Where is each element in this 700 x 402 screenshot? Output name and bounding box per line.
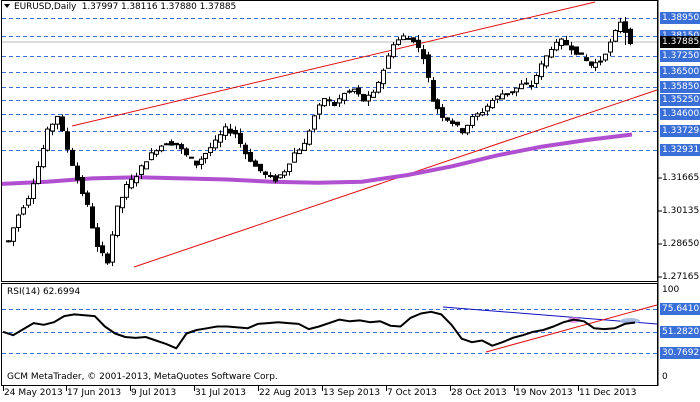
price-axis-label: 1.38950	[660, 12, 700, 24]
ohlc-values: 1.37997 1.38116 1.37880 1.37885	[81, 2, 237, 12]
rsi-line	[2, 310, 636, 350]
rsi-axis-label: 30.76923	[660, 347, 700, 359]
chart-title: EURUSD,Daily 1.37997 1.38116 1.37880 1.3…	[4, 2, 236, 12]
date-axis-label: 24 May 2013	[4, 388, 63, 398]
price-axis-label: 1.27165	[662, 272, 700, 282]
rsi-axis-label: 0	[662, 372, 668, 382]
channel-upper-trendline[interactable]	[71, 1, 596, 127]
price-axis-label: 1.31665	[662, 173, 700, 183]
rsi-indicator-label: RSI(14) 62.6994	[7, 287, 81, 297]
price-axis-label: 1.30135	[662, 206, 700, 216]
moving-average-line	[1, 132, 633, 186]
rsi-red-trendline[interactable]	[485, 304, 658, 353]
date-axis-label: 11 Dec 2013	[579, 388, 637, 398]
date-axis-label: 9 Jul 2013	[131, 388, 177, 398]
price-axis-label: 1.35250	[660, 94, 700, 106]
date-axis-label: 17 Jun 2013	[67, 388, 122, 398]
symbol-timeframe: EURUSD,Daily	[14, 2, 77, 12]
candlesticks	[6, 17, 633, 267]
price-axis-label: 1.34600	[660, 108, 700, 120]
price-axis-label: 1.32931	[660, 144, 700, 156]
dropdown-triangle-icon[interactable]	[4, 4, 10, 8]
copyright-text: GCM MetaTrader, © 2001-2013, MetaQuotes …	[7, 372, 278, 382]
price-axis-label: 1.37250	[660, 50, 700, 62]
rsi-axis-label: 51.28205	[660, 326, 700, 338]
date-axis-label: 13 Sep 2013	[323, 388, 381, 398]
rsi-axis-label: 75.64103	[660, 303, 700, 315]
price-axis-label: 1.33729	[660, 125, 700, 137]
date-axis-label: 7 Oct 2013	[387, 388, 437, 398]
horizontal-level-lines	[2, 18, 662, 278]
date-axis-label: 22 Aug 2013	[259, 388, 317, 398]
rsi-panel-frame	[1, 283, 658, 386]
price-axis-label: 1.37885	[660, 36, 700, 48]
date-axis-ticks	[3, 386, 579, 391]
date-axis-label: 19 Nov 2013	[515, 388, 573, 398]
price-axis-label: 1.35850	[660, 81, 700, 93]
rsi-axis-label: 100	[662, 285, 680, 295]
date-axis-label: 28 Oct 2013	[451, 388, 507, 398]
price-axis-label: 1.28650	[662, 239, 700, 249]
price-axis-label: 1.36500	[660, 66, 700, 78]
date-axis-label: 31 Jul 2013	[195, 388, 246, 398]
